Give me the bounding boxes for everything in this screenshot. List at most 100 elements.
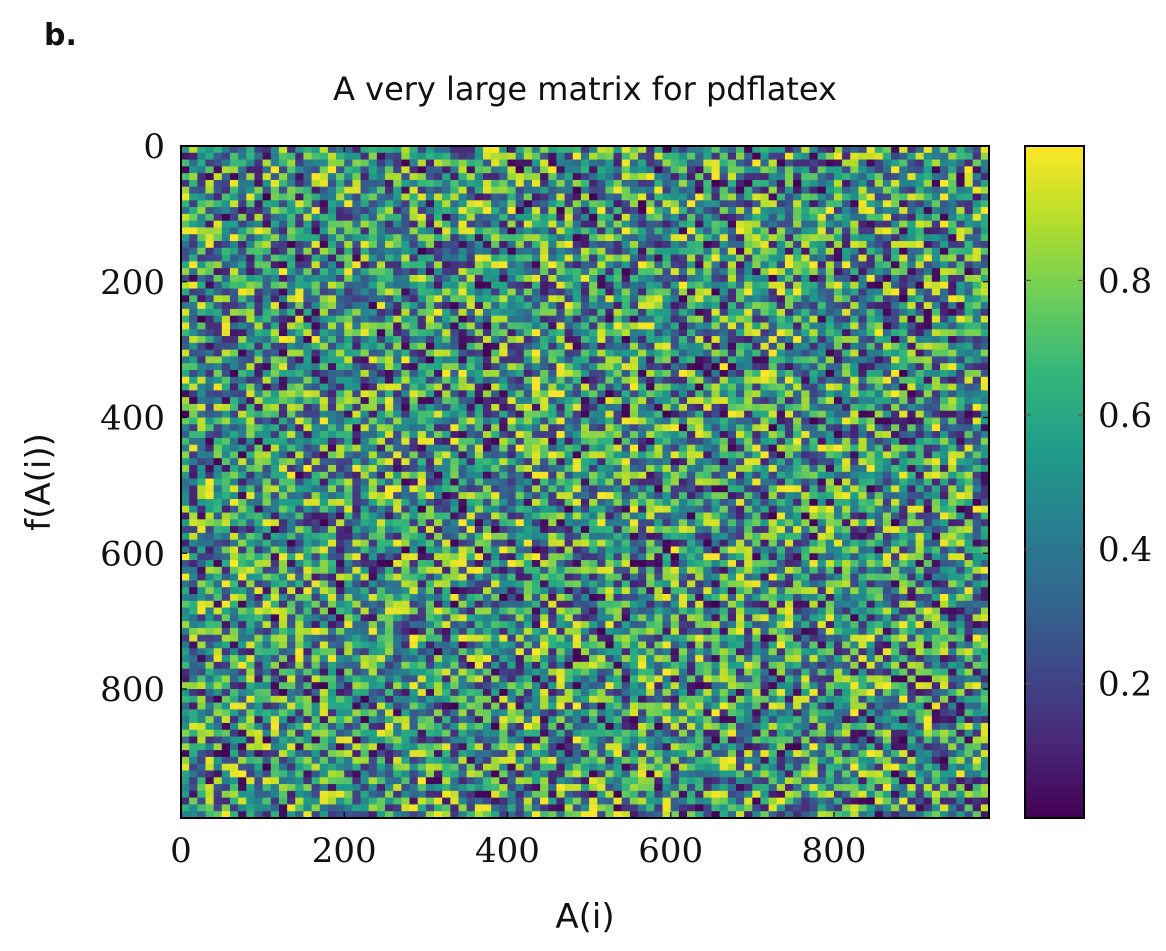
heatmap-cell: [572, 200, 582, 208]
heatmap-cell: [670, 274, 680, 283]
heatmap-cell: [825, 424, 835, 432]
heatmap-cell: [262, 220, 272, 229]
heatmap-cell: [662, 417, 672, 425]
heatmap-cell: [531, 410, 541, 419]
heatmap-cell: [866, 356, 876, 364]
heatmap-cell: [311, 403, 321, 412]
heatmap-cell: [784, 295, 794, 303]
heatmap-cell: [695, 274, 704, 283]
heatmap-cell: [564, 207, 574, 215]
heatmap-cell: [735, 241, 745, 249]
heatmap-cell: [678, 213, 688, 222]
heatmap-cell: [270, 465, 280, 473]
heatmap-cell: [613, 295, 623, 303]
heatmap-cell: [662, 288, 672, 296]
heatmap-cell: [507, 471, 517, 480]
heatmap-cell: [466, 424, 476, 432]
heatmap-cell: [703, 444, 713, 453]
heatmap-cell: [882, 329, 892, 337]
heatmap-cell: [727, 302, 737, 310]
heatmap-cell: [931, 376, 941, 385]
heatmap-cell: [303, 146, 313, 154]
heatmap-cell: [972, 179, 982, 188]
heatmap-cell: [605, 390, 615, 398]
heatmap-cell: [931, 146, 941, 154]
heatmap-cell: [744, 213, 753, 222]
heatmap-cell: [695, 173, 704, 181]
heatmap-cell: [629, 315, 639, 324]
heatmap-cell: [964, 465, 974, 473]
heatmap-cell: [564, 308, 574, 317]
heatmap-cell: [548, 349, 558, 358]
heatmap-cell: [401, 329, 411, 337]
heatmap-cell: [940, 471, 949, 480]
heatmap-cell: [589, 356, 598, 364]
heatmap-cell: [662, 329, 672, 337]
heatmap-cell: [564, 281, 574, 290]
heatmap-cell: [491, 207, 500, 215]
heatmap-cell: [466, 410, 476, 419]
heatmap-cell: [327, 370, 337, 378]
heatmap-cell: [229, 302, 239, 310]
heatmap-cell: [352, 227, 362, 235]
heatmap-cell: [531, 261, 541, 269]
heatmap-cell: [376, 485, 386, 493]
heatmap-cell: [238, 356, 247, 364]
heatmap-cell: [482, 315, 492, 324]
heatmap-cell: [401, 458, 411, 466]
heatmap-cell: [956, 261, 966, 269]
heatmap-cell: [491, 152, 500, 161]
heatmap-cell: [842, 376, 851, 385]
heatmap-cell: [254, 451, 264, 459]
heatmap-cell: [319, 397, 329, 405]
heatmap-cell: [344, 397, 353, 405]
heatmap-cell: [401, 424, 411, 432]
heatmap-cell: [254, 465, 264, 473]
heatmap-cell: [564, 424, 574, 432]
heatmap-cell: [784, 146, 794, 154]
heatmap-cell: [327, 261, 337, 269]
heatmap-cell: [181, 417, 190, 425]
heatmap-cell: [197, 220, 207, 229]
heatmap-cell: [442, 329, 451, 337]
heatmap-cell: [744, 329, 753, 337]
heatmap-cell: [450, 397, 460, 405]
heatmap-cell: [597, 234, 606, 242]
heatmap-cell: [638, 349, 647, 358]
heatmap-cell: [654, 437, 664, 446]
heatmap-cell: [319, 302, 329, 310]
heatmap-cell: [401, 410, 411, 419]
heatmap-cell: [793, 234, 802, 242]
heatmap-cell: [613, 152, 623, 161]
heatmap-cell: [564, 288, 574, 296]
heatmap-cell: [972, 376, 982, 385]
heatmap-cell: [964, 336, 974, 344]
heatmap-cell: [842, 193, 851, 201]
heatmap-cell: [866, 376, 876, 385]
heatmap-cell: [466, 465, 476, 473]
heatmap-cell: [376, 390, 386, 398]
heatmap-cell: [833, 471, 843, 480]
heatmap-cell: [262, 146, 272, 154]
heatmap-cell: [246, 247, 256, 256]
heatmap-cell: [556, 193, 566, 201]
heatmap-cell: [482, 376, 492, 385]
heatmap-cell: [450, 363, 460, 371]
heatmap-cell: [450, 274, 460, 283]
heatmap-cell: [915, 247, 925, 256]
heatmap-cell: [499, 281, 509, 290]
heatmap-cell: [499, 166, 509, 174]
heatmap-cell: [613, 356, 623, 364]
heatmap-cell: [580, 295, 590, 303]
heatmap-cell: [931, 349, 941, 358]
heatmap-cell: [589, 295, 598, 303]
heatmap-cell: [450, 261, 460, 269]
heatmap-cell: [417, 329, 427, 337]
heatmap-cell: [319, 444, 329, 453]
heatmap-cell: [376, 376, 386, 385]
heatmap-cell: [572, 342, 582, 351]
heatmap-cell: [303, 390, 313, 398]
heatmap-cell: [931, 173, 941, 181]
heatmap-cell: [442, 424, 451, 432]
heatmap-cell: [270, 437, 280, 446]
